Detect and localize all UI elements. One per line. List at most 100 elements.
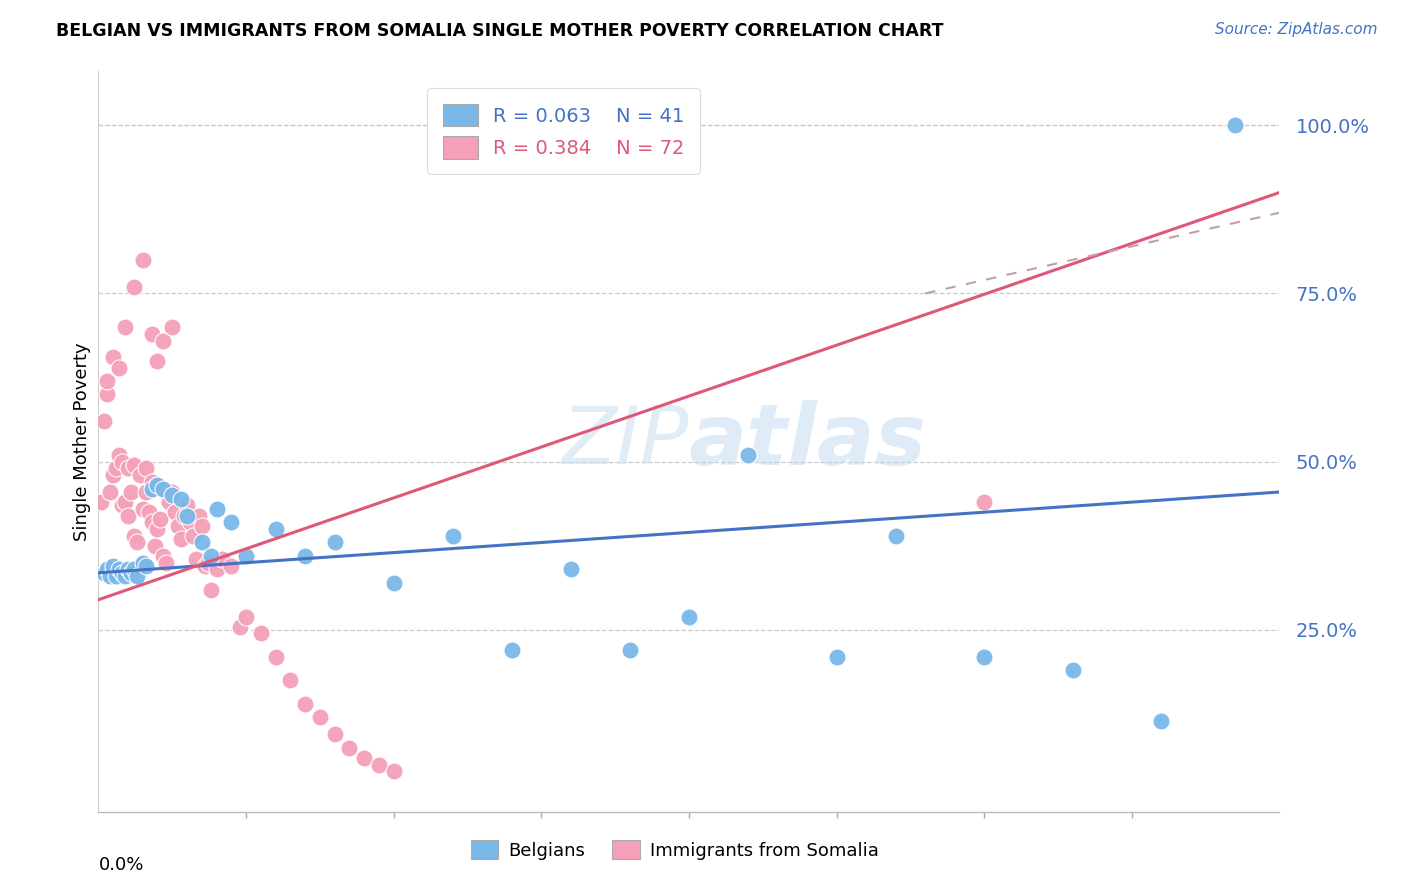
Point [114, 569, 136, 583]
Point [135, 559, 157, 574]
Point [111, 566, 134, 580]
Point [108, 360, 131, 375]
Point [132, 556, 155, 570]
Point [103, 468, 125, 483]
Point [353, 751, 375, 765]
Legend: R = 0.063    N = 41, R = 0.384    N = 72: R = 0.063 N = 41, R = 0.384 N = 72 [427, 88, 700, 174]
Point [117, 562, 139, 576]
Point [235, 549, 257, 563]
Point [170, 491, 193, 506]
Point [138, 505, 160, 519]
Point [170, 532, 193, 546]
Point [382, 575, 405, 590]
Point [96, 374, 118, 388]
Point [143, 539, 166, 553]
Text: Source: ZipAtlas.com: Source: ZipAtlas.com [1215, 22, 1378, 37]
Point [221, 559, 243, 574]
Point [191, 535, 214, 549]
Point [108, 448, 131, 462]
Point [825, 649, 848, 664]
Point [141, 482, 163, 496]
Point [162, 488, 183, 502]
Point [141, 326, 163, 341]
Point [96, 562, 118, 576]
Point [141, 516, 163, 530]
Point [619, 643, 641, 657]
Text: atlas: atlas [689, 400, 927, 483]
Point [973, 495, 995, 509]
Point [280, 673, 302, 688]
Point [122, 562, 145, 576]
Point [205, 562, 228, 576]
Point [179, 516, 201, 530]
Point [98, 485, 121, 500]
Point [1150, 714, 1173, 728]
Point [152, 549, 174, 563]
Point [205, 501, 228, 516]
Point [125, 535, 148, 549]
Point [128, 559, 150, 574]
Point [973, 649, 995, 664]
Point [194, 559, 217, 574]
Point [264, 649, 287, 664]
Point [146, 478, 169, 492]
Point [211, 552, 233, 566]
Point [96, 387, 118, 401]
Point [184, 552, 207, 566]
Point [197, 556, 219, 570]
Point [105, 461, 128, 475]
Point [128, 468, 150, 483]
Point [149, 512, 172, 526]
Point [294, 549, 316, 563]
Point [111, 499, 134, 513]
Point [146, 478, 169, 492]
Point [173, 508, 195, 523]
Point [191, 518, 214, 533]
Point [264, 522, 287, 536]
Point [122, 279, 145, 293]
Point [250, 626, 273, 640]
Point [120, 485, 142, 500]
Point [229, 620, 252, 634]
Point [368, 757, 391, 772]
Point [122, 529, 145, 543]
Text: 0.0%: 0.0% [98, 856, 143, 874]
Legend: Belgians, Immigrants from Somalia: Belgians, Immigrants from Somalia [464, 833, 886, 867]
Text: BELGIAN VS IMMIGRANTS FROM SOMALIA SINGLE MOTHER POVERTY CORRELATION CHART: BELGIAN VS IMMIGRANTS FROM SOMALIA SINGL… [56, 22, 943, 40]
Point [162, 320, 183, 334]
Point [155, 556, 177, 570]
Point [111, 455, 134, 469]
Point [221, 516, 243, 530]
Point [187, 508, 209, 523]
Point [162, 485, 183, 500]
Point [200, 549, 222, 563]
Point [339, 740, 361, 755]
Point [884, 529, 907, 543]
Point [114, 320, 136, 334]
Y-axis label: Single Mother Poverty: Single Mother Poverty [73, 343, 91, 541]
Point [146, 522, 169, 536]
Point [560, 562, 582, 576]
Point [122, 458, 145, 472]
Point [176, 508, 198, 523]
Point [1225, 118, 1247, 132]
Point [98, 569, 121, 583]
Point [141, 475, 163, 489]
Point [441, 529, 464, 543]
Point [93, 414, 115, 428]
Point [165, 505, 187, 519]
Point [235, 609, 257, 624]
Point [135, 461, 157, 475]
Point [132, 252, 155, 267]
Point [90, 495, 112, 509]
Point [501, 643, 523, 657]
Point [125, 569, 148, 583]
Point [737, 448, 759, 462]
Point [167, 518, 190, 533]
Point [157, 495, 180, 509]
Point [181, 529, 204, 543]
Point [120, 566, 142, 580]
Point [108, 562, 131, 576]
Point [309, 710, 332, 724]
Point [152, 482, 174, 496]
